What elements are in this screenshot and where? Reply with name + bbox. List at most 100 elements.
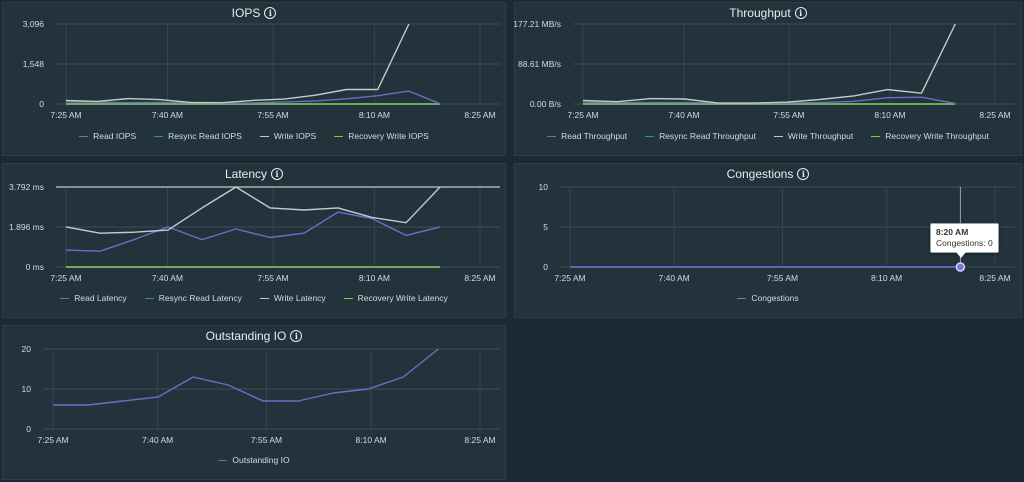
legend-swatch [60, 298, 70, 300]
y-tick-label: 10 [539, 182, 549, 192]
legend-item[interactable]: Write Throughput [773, 131, 854, 141]
congestions-legend: Congestions [515, 293, 1021, 303]
x-tick-label: 8:10 AM [359, 273, 390, 283]
legend-swatch [773, 136, 783, 138]
congestions-tooltip: 8:20 AM Congestions: 0 [930, 223, 999, 258]
x-tick-label: 8:25 AM [464, 110, 495, 120]
series-line [65, 90, 441, 105]
legend-item[interactable]: Congestions [737, 293, 799, 303]
info-icon[interactable]: i [290, 329, 303, 342]
iops-title: IOPS i [3, 3, 505, 23]
legend-label: Resync Read IOPS [168, 131, 242, 141]
legend-swatch [259, 298, 269, 300]
x-tick-label: 7:40 AM [152, 110, 183, 120]
legend-label: Read IOPS [93, 131, 137, 141]
y-tick-label: 0 [543, 262, 548, 272]
legend-item[interactable]: Read Latency [60, 293, 127, 303]
series-line [65, 186, 441, 234]
x-tick-label: 7:55 AM [773, 110, 804, 120]
legend-label: Outstanding IO [232, 455, 290, 465]
latency-title: Latency i [3, 164, 505, 184]
tooltip-value: Congestions: 0 [936, 238, 993, 248]
series-line [65, 23, 410, 104]
iops-chart: 3,096 1,548 0 7:25 AM 7:40 AM 7:55 AM 8:10 AM 8… [23, 19, 500, 120]
x-tick-label: 7:25 AM [554, 273, 585, 283]
legend-label: Read Throughput [561, 131, 628, 141]
iops-title-text: IOPS [231, 6, 261, 20]
legend-item[interactable]: Recovery Write IOPS [334, 131, 429, 141]
outstanding-io-panel: Outstanding IO i 20 10 0 7:25 AM 7:40 AM 7:55 … [2, 325, 506, 480]
y-tick-label: 10 [22, 384, 32, 394]
legend-label: Recovery Write Latency [357, 293, 448, 303]
legend-swatch [144, 298, 154, 300]
x-tick-label: 7:55 AM [257, 273, 288, 283]
throughput-legend: Read Throughput Resync Read Throughput Wri… [515, 131, 1021, 141]
series-line [65, 211, 441, 252]
legend-swatch [343, 298, 353, 300]
info-icon[interactable]: i [264, 6, 277, 19]
legend-item[interactable]: Resync Read Throughput [645, 131, 756, 141]
legend-label: Congestions [751, 293, 799, 303]
throughput-chart: 177.21 MB/s 88.61 MB/s 0.00 B/s 7:25 AM 7:40… [513, 19, 1015, 120]
y-tick-label: 5 [543, 222, 548, 232]
x-tick-label: 7:55 AM [251, 435, 282, 445]
iops-legend: Read IOPS Resync Read IOPS Write IOPS Recov… [3, 131, 505, 141]
latency-chart: 3.792 ms 1.896 ms 0 ms 7:25 AM 7:40 AM 7:55 A… [9, 182, 500, 283]
x-tick-label: 7:40 AM [152, 273, 183, 283]
congestions-title-text: Congestions [726, 167, 794, 181]
y-tick-label: 177.21 MB/s [513, 19, 561, 29]
x-tick-label: 8:10 AM [359, 110, 390, 120]
x-tick-label: 8:10 AM [871, 273, 902, 283]
info-icon[interactable]: i [271, 167, 284, 180]
legend-label: Resync Read Latency [158, 293, 242, 303]
legend-swatch [154, 136, 164, 138]
x-tick-label: 8:25 AM [464, 435, 495, 445]
legend-item[interactable]: Recovery Write Latency [343, 293, 448, 303]
hover-point [955, 262, 966, 272]
y-tick-label: 3,096 [23, 19, 45, 29]
series-line [53, 348, 439, 406]
latency-legend: Read Latency Resync Read Latency Write Lat… [3, 293, 505, 303]
legend-item[interactable]: Read Throughput [547, 131, 627, 141]
legend-item[interactable]: Outstanding IO [218, 455, 290, 465]
x-tick-label: 7:25 AM [567, 110, 598, 120]
legend-item[interactable]: Recovery Write Throughput [871, 131, 989, 141]
y-tick-label: 1.896 ms [9, 222, 44, 232]
x-tick-label: 7:40 AM [668, 110, 699, 120]
series-line [582, 23, 956, 104]
y-tick-label: 88.61 MB/s [518, 59, 561, 69]
legend-label: Recovery Write Throughput [885, 131, 989, 141]
legend-swatch [547, 136, 557, 138]
x-tick-label: 7:55 AM [257, 110, 288, 120]
x-tick-label: 7:25 AM [37, 435, 68, 445]
x-tick-label: 7:55 AM [767, 273, 798, 283]
info-icon[interactable]: i [797, 167, 810, 180]
legend-item[interactable]: Resync Read IOPS [154, 131, 242, 141]
legend-label: Resync Read Throughput [659, 131, 756, 141]
x-tick-label: 8:10 AM [356, 435, 387, 445]
y-tick-label: 1,548 [23, 59, 45, 69]
x-tick-label: 7:40 AM [142, 435, 173, 445]
legend-item[interactable]: Resync Read Latency [144, 293, 242, 303]
y-tick-label: 0 [26, 424, 31, 434]
legend-swatch [334, 136, 344, 138]
outstanding-io-title-text: Outstanding IO [205, 329, 287, 343]
legend-item[interactable]: Read IOPS [79, 131, 136, 141]
legend-swatch [871, 136, 881, 138]
x-tick-label: 8:10 AM [874, 110, 905, 120]
legend-label: Read Latency [74, 293, 127, 303]
x-tick-label: 7:25 AM [50, 110, 81, 120]
throughput-panel: Throughput i 177.21 MB/s 88.61 MB/s 0.00 B/… [513, 2, 1022, 156]
x-tick-label: 8:25 AM [464, 273, 495, 283]
y-tick-label: 0 [39, 99, 44, 109]
legend-item[interactable]: Write Latency [259, 293, 326, 303]
legend-swatch [218, 460, 228, 462]
legend-label: Write Latency [273, 293, 326, 303]
legend-label: Write IOPS [273, 131, 317, 141]
legend-label: Write Throughput [787, 131, 854, 141]
legend-swatch [79, 136, 89, 138]
legend-item[interactable]: Write IOPS [259, 131, 317, 141]
congestions-panel: Congestions i 10 5 0 7:25 AM 7:40 AM 7:55 AM 8:… [514, 163, 1022, 318]
outstanding-io-title: Outstanding IO i [3, 326, 505, 346]
info-icon[interactable]: i [794, 6, 807, 19]
